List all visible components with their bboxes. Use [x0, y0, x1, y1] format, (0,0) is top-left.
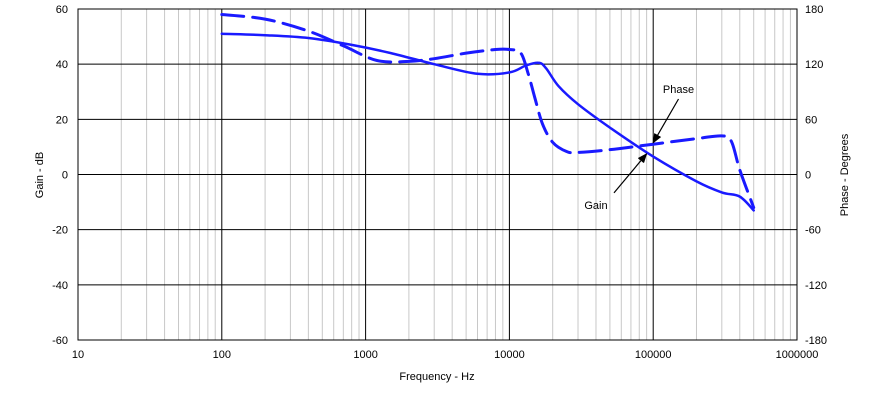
- right-y-tick-label: -60: [805, 225, 821, 237]
- phase-line: [220, 13, 756, 210]
- left-y-tick-label: -60: [52, 335, 68, 347]
- right-y-tick-label: -120: [805, 280, 827, 292]
- right-y-tick-label: -180: [805, 335, 827, 347]
- phase-annotation-arrow: [652, 98, 680, 144]
- gain-line: [220, 32, 755, 212]
- right-y-tick-label: 180: [805, 4, 823, 16]
- x-tick-label: 10: [72, 349, 84, 361]
- plot-frame: [77, 8, 798, 341]
- left-y-tick-label: -20: [52, 225, 68, 237]
- x-tick-label: 1000: [353, 349, 377, 361]
- right-y-axis-label: Phase - Degrees: [839, 133, 851, 216]
- x-axis-label: Frequency - Hz: [399, 371, 474, 383]
- left-y-tick-label: 60: [56, 4, 68, 16]
- phase-annotation-label: Phase: [663, 84, 694, 96]
- left-y-tick-label: 20: [56, 114, 68, 126]
- left-y-tick-label: -40: [52, 280, 68, 292]
- left-y-tick-labels: -60 -40 -20 0 20 40 60: [52, 4, 68, 347]
- annotations: Phase Gain: [584, 84, 694, 212]
- x-tick-labels: 10 100 1000 10000 100000 1000000: [72, 349, 819, 361]
- gain-annotation-label: Gain: [584, 200, 607, 212]
- x-tick-label: 100000: [635, 349, 672, 361]
- series-layer: [220, 13, 756, 212]
- left-y-axis-label: Gain - dB: [34, 152, 46, 198]
- right-y-tick-label: 60: [805, 114, 817, 126]
- right-y-tick-label: 120: [805, 59, 823, 71]
- x-tick-label: 100: [213, 349, 231, 361]
- x-tick-label: 10000: [494, 349, 525, 361]
- gain-annotation-arrow: [613, 153, 648, 194]
- x-tick-label: 1000000: [776, 349, 819, 361]
- left-y-tick-label: 40: [56, 59, 68, 71]
- right-y-tick-label: 0: [805, 170, 811, 182]
- right-y-tick-labels: -180 -120 -60 0 60 120 180: [805, 4, 827, 347]
- left-y-tick-label: 0: [62, 170, 68, 182]
